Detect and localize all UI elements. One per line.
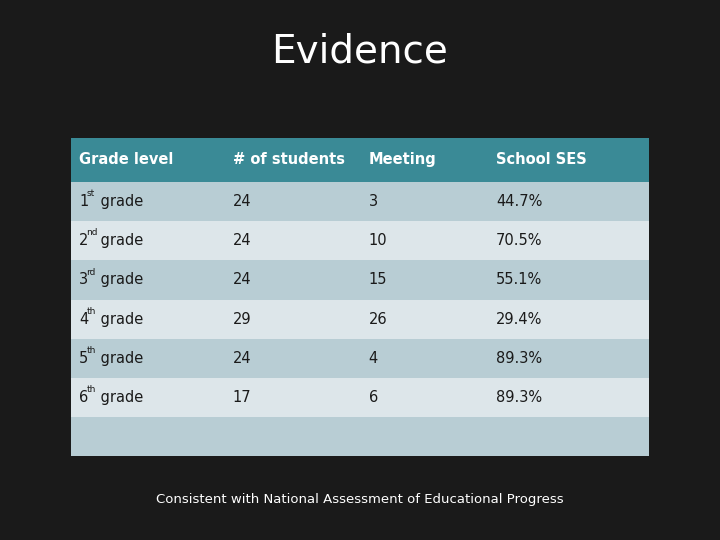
Text: Meeting: Meeting — [369, 152, 436, 167]
Text: rd: rd — [86, 268, 96, 276]
Bar — [71, 221, 649, 260]
Text: 55.1%: 55.1% — [496, 273, 542, 287]
Text: Consistent with National Assessment of Educational Progress: Consistent with National Assessment of E… — [156, 493, 564, 506]
Text: 3: 3 — [369, 194, 378, 209]
Text: 1: 1 — [79, 194, 89, 209]
Bar — [71, 417, 649, 456]
Text: 44.7%: 44.7% — [496, 194, 542, 209]
Text: 24: 24 — [233, 194, 251, 209]
Text: School SES: School SES — [496, 152, 587, 167]
Text: nd: nd — [86, 228, 98, 238]
Text: 17: 17 — [233, 390, 251, 405]
Text: 29.4%: 29.4% — [496, 312, 542, 327]
Text: 89.3%: 89.3% — [496, 351, 542, 366]
Text: 24: 24 — [233, 351, 251, 366]
Text: 15: 15 — [369, 273, 387, 287]
Text: grade: grade — [96, 233, 144, 248]
Text: grade: grade — [96, 312, 144, 327]
Text: 2: 2 — [79, 233, 89, 248]
Text: Grade level: Grade level — [79, 152, 174, 167]
Text: grade: grade — [96, 273, 144, 287]
Text: grade: grade — [96, 390, 144, 405]
Text: 70.5%: 70.5% — [496, 233, 542, 248]
Text: grade: grade — [96, 194, 144, 209]
Text: 26: 26 — [369, 312, 387, 327]
Text: 10: 10 — [369, 233, 387, 248]
Text: Evidence: Evidence — [271, 32, 449, 70]
Bar — [71, 182, 649, 221]
Bar — [71, 260, 649, 300]
Bar — [71, 339, 649, 378]
Text: 89.3%: 89.3% — [496, 390, 542, 405]
Text: 4: 4 — [79, 312, 89, 327]
Text: grade: grade — [96, 351, 144, 366]
Text: th: th — [86, 385, 96, 394]
Text: th: th — [86, 307, 96, 316]
Text: th: th — [86, 346, 96, 355]
Text: # of students: # of students — [233, 152, 345, 167]
Text: 4: 4 — [369, 351, 378, 366]
Bar — [71, 378, 649, 417]
Bar — [71, 300, 649, 339]
Text: 3: 3 — [79, 273, 89, 287]
Text: 24: 24 — [233, 233, 251, 248]
Bar — [71, 138, 649, 182]
Text: st: st — [86, 189, 94, 198]
Text: 29: 29 — [233, 312, 251, 327]
Text: 6: 6 — [369, 390, 378, 405]
Text: 6: 6 — [79, 390, 89, 405]
Text: 5: 5 — [79, 351, 89, 366]
Text: 24: 24 — [233, 273, 251, 287]
